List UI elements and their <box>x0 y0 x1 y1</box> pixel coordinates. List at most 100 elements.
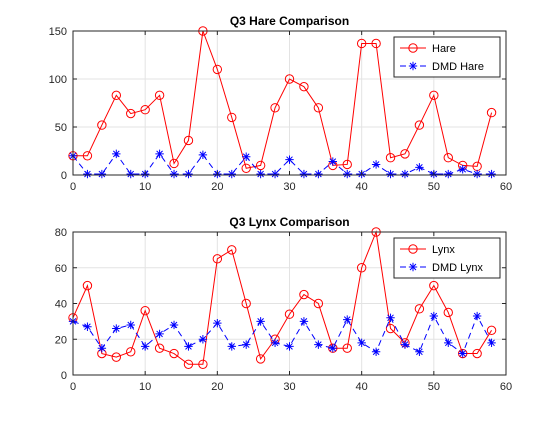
data-point <box>486 325 497 336</box>
data-point <box>227 342 236 351</box>
data-point <box>140 105 150 115</box>
data-point <box>414 120 425 130</box>
data-point <box>169 158 179 169</box>
y-tick-label: 0 <box>61 370 67 382</box>
data-point <box>472 169 482 179</box>
y-tick-label: 0 <box>61 170 67 182</box>
data-point <box>227 169 236 179</box>
data-point <box>343 169 352 179</box>
data-point <box>154 343 165 353</box>
data-point <box>415 163 424 172</box>
data-point <box>242 340 251 349</box>
series-dmd-lynx <box>68 311 496 358</box>
data-point <box>400 149 410 159</box>
data-point <box>155 329 164 339</box>
legend-label: Hare <box>432 43 456 55</box>
data-point <box>184 342 193 351</box>
data-point <box>385 323 396 334</box>
data-point <box>212 254 223 264</box>
data-point <box>385 153 396 163</box>
data-point <box>227 112 237 123</box>
data-point <box>284 309 295 319</box>
data-point <box>444 338 453 348</box>
data-point <box>169 320 179 330</box>
data-point <box>299 317 309 326</box>
data-point <box>270 103 280 113</box>
data-point <box>198 359 208 369</box>
data-point <box>386 169 395 179</box>
x-tick-label: 10 <box>139 381 151 393</box>
series-line <box>72 314 493 355</box>
data-point <box>213 318 222 328</box>
data-point <box>169 169 179 179</box>
legend: Hare DMD Hare <box>393 36 501 78</box>
data-point <box>97 343 107 353</box>
data-point <box>112 149 121 159</box>
data-point <box>386 313 395 322</box>
data-point <box>212 64 223 75</box>
x-tick-label: 60 <box>500 381 512 393</box>
data-point <box>400 340 410 349</box>
data-point <box>284 74 295 84</box>
legend-label: Lynx <box>432 244 455 256</box>
y-tick-label: 40 <box>55 299 67 311</box>
data-point <box>414 304 425 314</box>
data-point <box>415 347 424 356</box>
data-point <box>443 307 453 318</box>
data-point <box>314 169 323 179</box>
data-point <box>126 169 135 179</box>
data-point <box>112 324 121 333</box>
data-point <box>82 151 93 161</box>
data-point <box>97 169 107 179</box>
legend-label: DMD Lynx <box>432 262 483 274</box>
chart-title: Q3 Hare Comparison <box>230 14 349 28</box>
x-tick-label: 30 <box>283 381 295 393</box>
data-point <box>458 165 467 174</box>
subplot-1: 0 10 20 30 40 50 60 0 50 100 150 Q3 Hare Comparison… <box>49 14 512 193</box>
y-tick-label: 50 <box>55 122 67 134</box>
data-point <box>169 348 179 359</box>
data-point <box>429 311 439 321</box>
data-point <box>256 317 265 326</box>
legend-label: DMD Hare <box>432 61 484 73</box>
data-point <box>241 163 251 173</box>
data-point <box>97 120 107 130</box>
y-tick-label: 20 <box>55 334 67 346</box>
x-tick-label: 0 <box>70 381 76 393</box>
data-point <box>429 280 439 291</box>
x-tick-label: 40 <box>356 381 368 393</box>
data-point <box>198 335 208 344</box>
x-tick-label: 40 <box>356 181 368 193</box>
data-point <box>198 150 208 160</box>
legend-marker <box>408 43 418 53</box>
data-point <box>82 280 93 291</box>
legend-marker <box>408 244 418 254</box>
data-point <box>429 90 439 101</box>
x-tick-label: 50 <box>428 181 440 193</box>
data-point <box>285 342 294 351</box>
y-tick-label: 80 <box>55 227 67 239</box>
data-point <box>299 169 309 179</box>
data-point <box>356 38 367 49</box>
y-tick-label: 150 <box>49 26 67 38</box>
data-point <box>184 169 193 179</box>
data-point <box>111 352 122 362</box>
data-point <box>313 103 324 113</box>
data-point <box>371 38 381 49</box>
data-point <box>328 343 337 353</box>
data-point <box>83 322 92 331</box>
data-point <box>270 169 280 179</box>
data-point <box>443 153 453 163</box>
data-point <box>111 90 122 101</box>
data-point <box>255 160 266 171</box>
series-line <box>73 30 493 169</box>
y-tick-label: 60 <box>55 263 67 275</box>
legend-marker <box>408 262 418 272</box>
legend-marker <box>408 61 418 71</box>
data-point <box>371 347 381 356</box>
data-point <box>328 157 337 166</box>
data-point <box>126 320 135 330</box>
data-point <box>472 311 482 321</box>
data-point <box>444 169 453 179</box>
